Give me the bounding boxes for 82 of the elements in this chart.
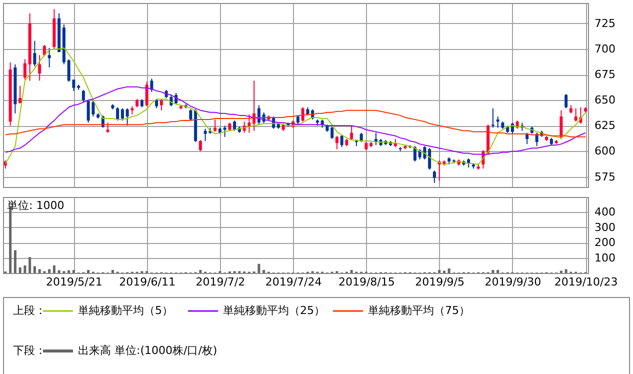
candlestick	[23, 58, 26, 80]
candlestick	[48, 47, 51, 68]
bar	[38, 269, 41, 273]
y-tick-label: 600	[594, 144, 616, 158]
bar	[492, 270, 494, 273]
x-tick-label: 2019/5/21	[46, 276, 102, 288]
bar	[33, 266, 36, 273]
bar	[14, 250, 16, 273]
y-tick-label: 650	[594, 94, 616, 107]
y-tick-label: 400	[594, 206, 616, 219]
x-tick-label: 2019/9/30	[484, 276, 542, 288]
bar	[72, 270, 75, 273]
candlestick	[335, 135, 338, 150]
candlestick	[126, 108, 129, 126]
legend-title: 上段：	[13, 304, 46, 317]
candlestick	[560, 110, 563, 140]
candlestick	[340, 134, 344, 148]
candlestick	[360, 132, 363, 143]
bar	[24, 265, 26, 273]
x-tick-label: 2019/6/11	[119, 276, 176, 288]
bar	[496, 270, 500, 273]
bar	[199, 270, 202, 273]
candlestick	[491, 108, 494, 128]
candlestick	[106, 122, 110, 134]
bar	[87, 270, 90, 273]
bar	[438, 270, 441, 273]
bar	[350, 270, 353, 273]
y-tick-label: 725	[594, 16, 616, 30]
candlestick	[116, 106, 120, 122]
candlestick	[350, 125, 354, 140]
candlestick	[428, 148, 432, 170]
bar	[448, 268, 450, 273]
bar	[18, 267, 22, 273]
bar	[28, 257, 32, 273]
bar	[258, 264, 260, 273]
candlestick	[198, 139, 202, 152]
y-tick-label: 700	[594, 42, 616, 56]
candlestick	[223, 125, 226, 138]
legend-label: 出来高 単位:(1000株/口/枚)	[78, 344, 218, 357]
x-tick-label: 2019/7/2	[196, 276, 246, 288]
candlestick	[564, 93, 568, 109]
bar	[111, 270, 114, 273]
x-tick-label: 2019/10/23	[554, 276, 618, 288]
candlestick	[120, 108, 124, 122]
bar	[48, 269, 51, 273]
candlestick	[432, 170, 436, 184]
legend-label: 単純移動平均（5）	[78, 304, 173, 317]
candlestick	[160, 98, 163, 111]
candlestick	[296, 114, 300, 126]
annotation: 単位: 1000	[7, 199, 64, 212]
y-tick-label: 100	[594, 251, 616, 264]
candlestick	[42, 44, 46, 57]
bar	[564, 269, 568, 273]
candlestick	[189, 108, 192, 122]
candlestick	[155, 98, 158, 109]
candlestick	[214, 119, 217, 132]
candlestick	[150, 78, 154, 92]
candlestick	[18, 85, 22, 104]
x-tick-label: 2019/7/24	[265, 276, 322, 288]
y-tick-label: 575	[594, 170, 616, 184]
candlestick	[145, 81, 148, 107]
candlestick	[496, 116, 500, 128]
legend-title: 下段：	[13, 344, 46, 357]
x-tick-label: 2019/9/5	[415, 276, 465, 288]
bar	[262, 270, 266, 273]
candlestick	[330, 126, 334, 140]
legend-label: 単純移動平均（25）	[223, 304, 325, 317]
candlestick	[82, 89, 85, 103]
x-tick-label: 2019/8/15	[338, 276, 395, 288]
candlestick	[38, 54, 42, 82]
candlestick	[33, 40, 36, 67]
y-tick-label: 675	[594, 68, 616, 82]
line-series	[4, 47, 586, 166]
candlestick	[413, 146, 416, 162]
legend-label: 単純移動平均（75）	[368, 304, 470, 317]
bar	[68, 270, 70, 273]
bar	[52, 265, 56, 273]
y-tick-label: 300	[594, 220, 616, 234]
y-tick-label: 200	[594, 236, 616, 250]
bar	[58, 270, 60, 273]
y-tick-label: 625	[594, 119, 616, 132]
candlestick	[233, 120, 236, 132]
